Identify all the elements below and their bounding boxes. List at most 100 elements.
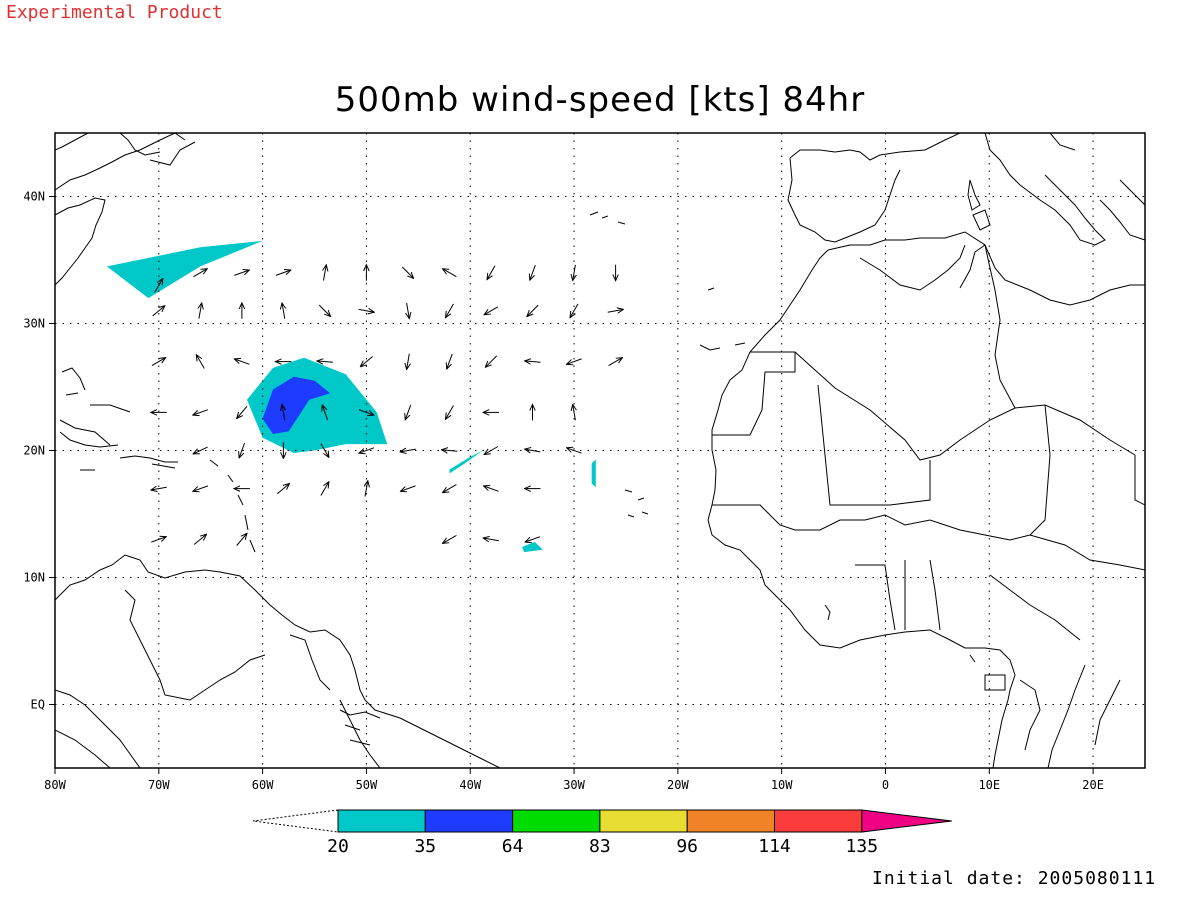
lon-tick-label: 70W — [148, 778, 170, 792]
wind-vector-arrow — [407, 353, 410, 370]
wind-vector-arrow — [487, 265, 496, 280]
wind-vector-arrow — [320, 482, 329, 496]
wind-vector-arrow — [193, 409, 209, 415]
wind-vector-arrow — [484, 446, 499, 455]
wind-vector-arrow — [237, 405, 248, 418]
color-legend: 20 35 64 83 96 114 135 — [252, 809, 952, 857]
wind-vector-arrow — [358, 309, 375, 312]
wind-vector-arrow — [234, 270, 249, 276]
lon-tick-label: 10W — [771, 778, 793, 792]
wind-vector-arrow — [275, 270, 291, 276]
wind-vector-arrow — [400, 485, 416, 491]
wind-vector-arrow — [365, 481, 368, 497]
wind-vector-arrow — [151, 537, 166, 543]
wind-vector-arrow — [570, 303, 579, 318]
wind-vector-arrow — [443, 534, 457, 543]
wind-vector-arrow — [360, 356, 373, 367]
wind-vector-arrow — [193, 269, 207, 278]
lat-tick-label: EQ — [31, 698, 45, 712]
wind-vector-arrow — [358, 409, 374, 415]
lat-tick-label: 10N — [23, 571, 45, 585]
legend-label: 135 — [846, 836, 879, 857]
wind-vector-arrow — [407, 302, 410, 319]
wind-vector-arrow — [525, 449, 541, 452]
lon-tick-label: 30W — [563, 778, 585, 792]
map-frame — [54, 132, 1146, 769]
lon-tick-label: 0 — [882, 778, 889, 792]
wind-vector-arrow — [567, 358, 582, 364]
legend-swatch — [599, 809, 688, 833]
wind-vector-arrow — [485, 355, 498, 367]
wind-vector-arrow — [607, 309, 624, 312]
wind-vector-arrow — [317, 361, 333, 362]
lat-tick-label: 40N — [23, 190, 45, 204]
lon-tick-label: 80W — [44, 778, 66, 792]
shade-cyclone-core — [262, 376, 331, 434]
wind-vector-arrow — [193, 485, 209, 491]
wind-vector-arrow — [324, 265, 327, 281]
legend-label: 20 — [327, 836, 349, 857]
legend-over-triangle — [861, 809, 952, 833]
graticule-grid — [55, 133, 1145, 768]
map-title: 500mb wind-speed [kts] 84hr — [334, 80, 866, 120]
wind-vector-arrow — [525, 536, 541, 542]
wind-vector-arrow — [154, 279, 163, 293]
legend-label: 96 — [676, 836, 698, 857]
wind-vector-arrow — [193, 446, 208, 454]
legend-label: 35 — [414, 836, 436, 857]
wind-vector-arrow — [239, 442, 246, 458]
legend-swatch — [512, 809, 601, 833]
lat-tick-label: 30N — [23, 317, 45, 331]
shade-patch-south — [522, 541, 543, 553]
wind-vector-arrow — [320, 443, 329, 458]
lon-tick-label: 50W — [356, 778, 378, 792]
lon-tick-label: 60W — [252, 778, 274, 792]
coastlines-and-borders — [55, 133, 1145, 768]
lon-tick-label: 20W — [667, 778, 689, 792]
legend-swatch — [337, 809, 426, 833]
wind-vector-arrow — [446, 303, 454, 318]
wind-vector-arrow — [443, 269, 457, 278]
wind-vector-arrow — [447, 353, 453, 369]
wind-vectors — [151, 265, 624, 546]
lon-tick-label: 10E — [978, 778, 1000, 792]
wind-vector-arrow — [608, 358, 623, 367]
wind-vector-arrow — [282, 303, 285, 319]
lat-tick-label: 20N — [23, 444, 45, 458]
wind-speed-shading — [106, 240, 596, 553]
wind-vector-arrow — [401, 266, 413, 278]
legend-swatch — [774, 809, 863, 833]
lon-tick-label: 20E — [1082, 778, 1104, 792]
wind-vector-arrow — [483, 538, 499, 541]
legend-label: 64 — [502, 836, 524, 857]
lon-tick-label: 40W — [459, 778, 481, 792]
wind-vector-arrow — [567, 448, 582, 454]
wind-vector-arrow — [151, 487, 167, 490]
wind-vector-arrow — [196, 355, 205, 369]
wind-vector-arrow — [443, 484, 457, 493]
wind-vector-arrow — [484, 306, 499, 315]
experimental-product-tag: Experimental Product — [6, 2, 223, 23]
legend-label: 114 — [758, 836, 791, 857]
wind-vector-arrow — [400, 449, 416, 452]
wind-vector-arrow — [442, 450, 458, 451]
wind-vector-arrow — [484, 486, 499, 492]
wind-vector-arrow — [193, 534, 206, 545]
legend-label: 83 — [589, 836, 611, 857]
wind-vector-arrow — [573, 264, 576, 281]
legend-swatch — [424, 809, 514, 833]
wind-vector-arrow — [527, 304, 539, 316]
wind-vector-arrow — [525, 361, 541, 362]
legend-swatch — [686, 809, 776, 833]
shade-band-north — [106, 240, 263, 299]
wind-vector-arrow — [236, 533, 247, 546]
wind-vector-arrow — [152, 306, 165, 317]
wind-vector-arrow — [359, 447, 375, 453]
wind-vector-arrow — [318, 304, 330, 316]
axis-ticks: 80W 70W 60W 50W 40W 30W 20W 10W 0 10E 20E 40N 30N 20N… — [23, 190, 1104, 793]
wind-vector-arrow — [405, 404, 412, 420]
wind-vector-arrow — [234, 359, 250, 365]
wind-vector-arrow — [282, 405, 285, 421]
wind-vector-arrow — [446, 405, 454, 420]
